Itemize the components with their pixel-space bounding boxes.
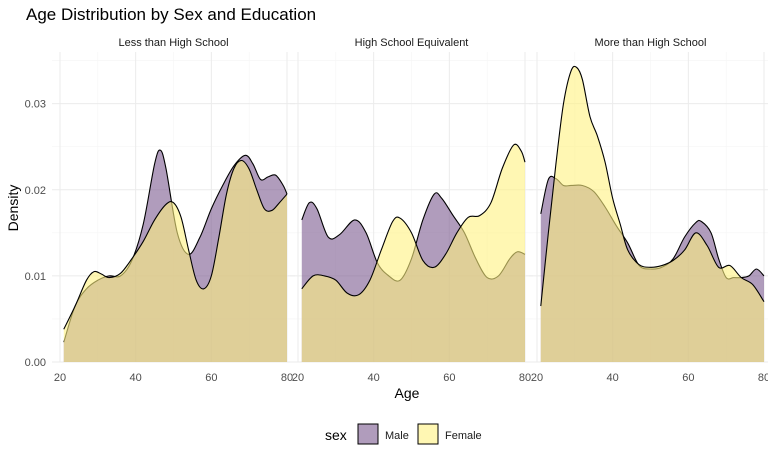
x-tick-label: 20 (54, 372, 66, 384)
density-line-female (540, 65, 765, 307)
y-tick-label: 0.01 (25, 271, 46, 283)
x-tick-label: 20 (292, 372, 304, 384)
chart-title: Age Distribution by Sex and Education (26, 5, 316, 24)
x-tick-label: 20 (531, 372, 543, 384)
density-area-female (301, 144, 525, 362)
legend-key-female (417, 423, 439, 445)
x-tick-label: 80 (758, 372, 768, 384)
facet-strip-label: Less than High School (118, 37, 228, 49)
legend-label-female: Female (445, 430, 482, 442)
legend-label-male: Male (385, 430, 409, 442)
legend-key-male (357, 423, 379, 445)
y-axis: 0.00 0.01 0.02 0.03 (25, 99, 46, 369)
facet-strip-label: More than High School (595, 37, 707, 49)
density-area-female (540, 66, 764, 363)
x-tick-label: 80 (281, 372, 293, 384)
x-tick-label: 60 (205, 372, 217, 384)
x-tick-label: 40 (130, 372, 142, 384)
density-line-female (301, 143, 526, 297)
x-axis-title: Age (395, 385, 420, 401)
y-tick-label: 0.00 (25, 357, 46, 369)
density-line-female (63, 159, 288, 330)
facet-panel: High School Equivalent 20 40 60 80 (290, 37, 533, 384)
x-tick-label: 40 (368, 372, 380, 384)
legend: sex Male Female (325, 423, 482, 445)
legend-title: sex (325, 427, 347, 443)
x-tick-label: 80 (519, 372, 531, 384)
x-tick-label: 40 (607, 372, 619, 384)
facet-strip-label: High School Equivalent (355, 37, 469, 49)
x-tick-label: 60 (682, 372, 694, 384)
y-tick-label: 0.03 (25, 99, 46, 111)
facet-panel: More than High School 20 40 60 80 (529, 37, 768, 384)
density-area-female (63, 160, 287, 362)
y-axis-title: Density (5, 185, 21, 232)
x-tick-label: 60 (443, 372, 455, 384)
facet-panel: Less than High School 20 40 60 80 (52, 37, 295, 384)
y-tick-label: 0.02 (25, 185, 46, 197)
